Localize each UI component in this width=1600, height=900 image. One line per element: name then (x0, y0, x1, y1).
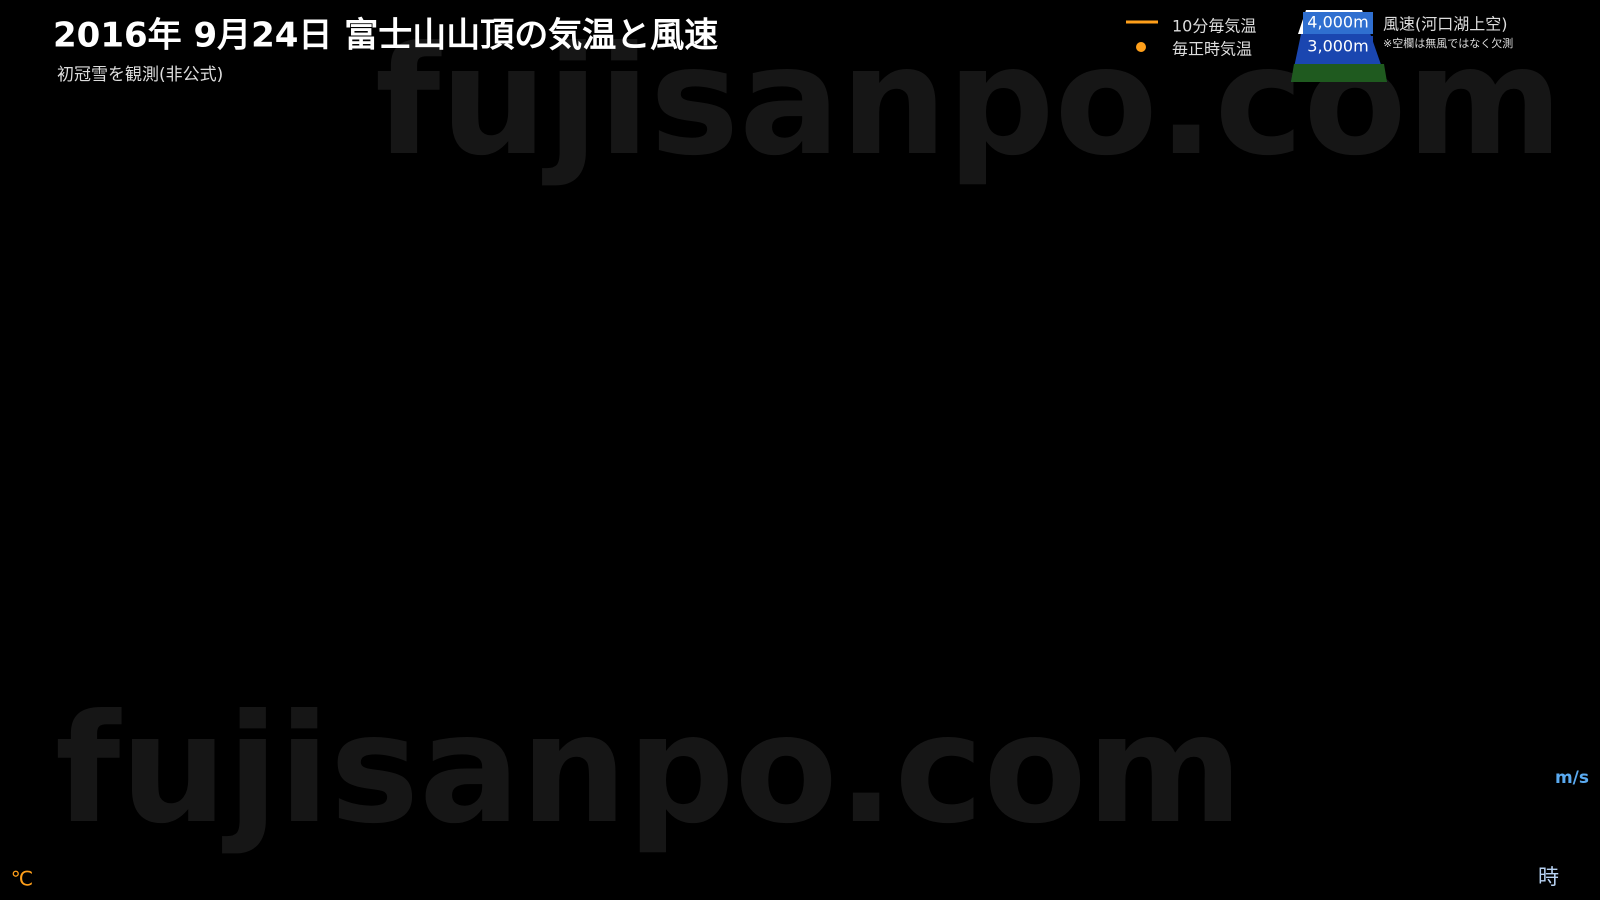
y2-axis-label: m/s (1555, 768, 1589, 788)
mountain-base (1291, 64, 1387, 82)
legend-label: 3,000m (1307, 37, 1368, 56)
legend-label: 10分毎気温 (1172, 17, 1256, 36)
x-axis-label: 時 (1538, 865, 1559, 889)
legend-label: 4,000m (1307, 13, 1368, 32)
watermark: fujisanpo.com (55, 683, 1243, 857)
legend-box (1303, 36, 1373, 58)
chart-subtitle: 初冠雪を観測(非公式) (57, 65, 223, 85)
legend-dot-swatch (1136, 42, 1146, 52)
legend-box (1303, 12, 1373, 34)
legend-label: 毎正時気温 (1172, 40, 1252, 59)
y-axis-label: ℃ (11, 867, 33, 891)
legend-wind-note: ※空欄は無風ではなく欠測 (1383, 36, 1513, 50)
chart-title: 2016年 9月24日 富士山山頂の気温と風速 (53, 16, 718, 56)
legend-wind-title: 風速(河口湖上空) (1383, 15, 1508, 34)
legend: 10分毎気温 毎正時気温 4,000m 3,000m 風速(河口湖上空) ※空欄… (1126, 10, 1513, 82)
